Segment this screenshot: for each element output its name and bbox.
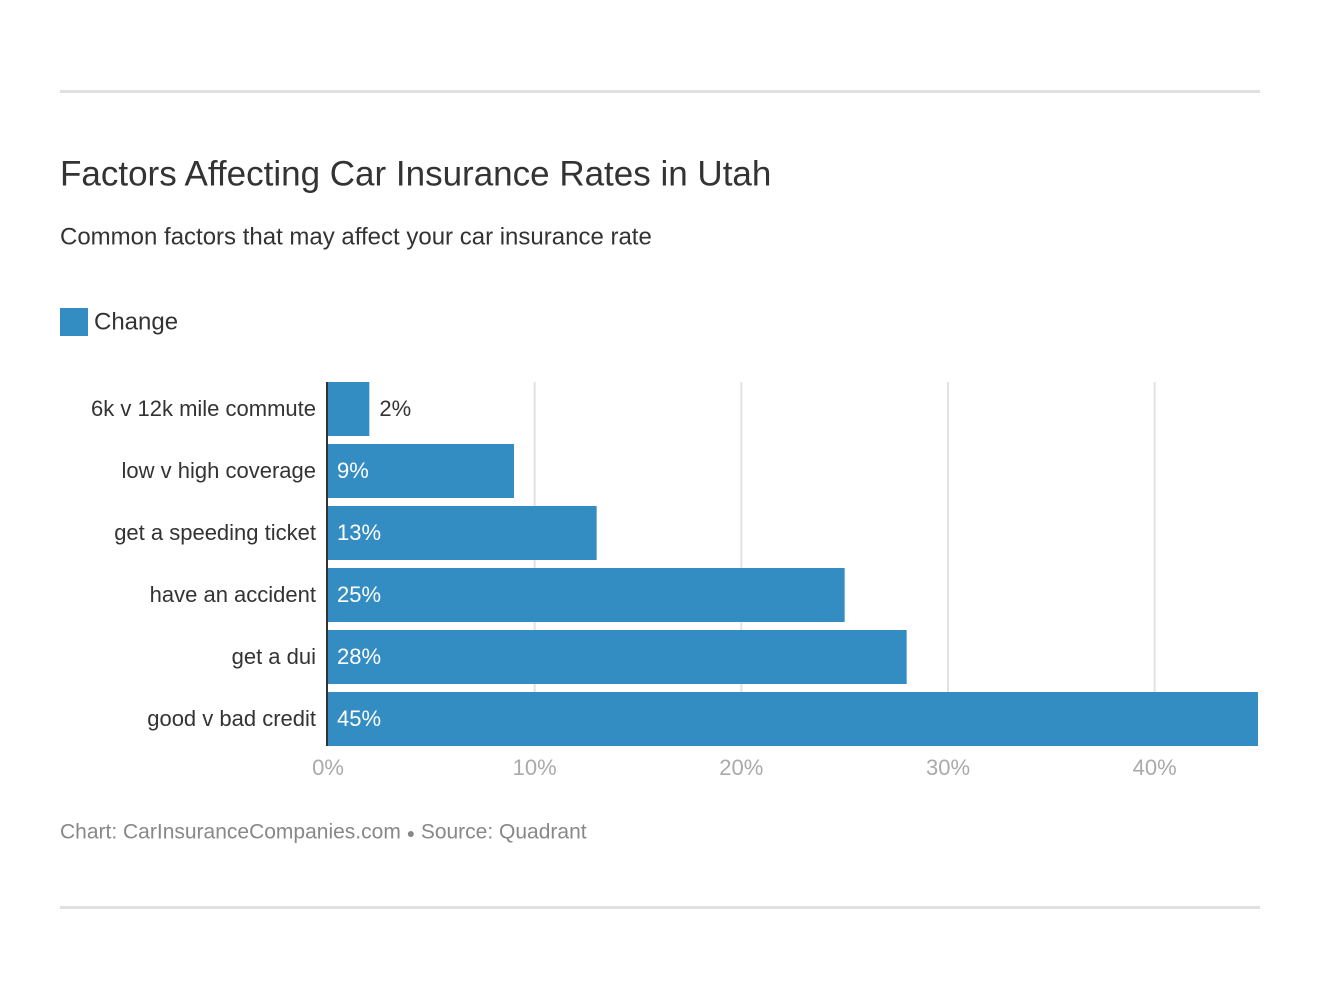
value-label: 25%	[337, 582, 381, 607]
bottom-rule	[60, 906, 1260, 909]
bar	[328, 444, 514, 498]
value-label: 9%	[337, 458, 369, 483]
bar	[328, 568, 845, 622]
chart-title: Factors Affecting Car Insurance Rates in…	[60, 154, 771, 193]
separator	[407, 831, 414, 837]
legend-label: Change	[94, 308, 178, 335]
y-tick-label: low v high coverage	[122, 458, 316, 483]
grid	[533, 382, 1156, 746]
source: Source: Quadrant	[421, 821, 587, 844]
y-tick-label: good v bad credit	[147, 706, 316, 731]
credit: Chart: CarInsuranceCompanies.com	[60, 821, 401, 844]
bar	[328, 506, 597, 560]
bar	[328, 630, 907, 684]
y-tick-label: have an accident	[150, 582, 316, 607]
x-tick-label: 20%	[719, 755, 763, 780]
value-label: 2%	[379, 396, 411, 421]
x-tick-label: 0%	[312, 755, 344, 780]
legend-swatch	[60, 308, 88, 336]
value-label: 45%	[337, 706, 381, 731]
y-tick-label: get a speeding ticket	[114, 520, 316, 545]
value-label: 13%	[337, 520, 381, 545]
x-tick-label: 30%	[926, 755, 970, 780]
bar	[328, 382, 370, 436]
top-rule	[60, 90, 1260, 93]
bar	[328, 692, 1258, 746]
value-label: 28%	[337, 644, 381, 669]
x-tick-label: 10%	[513, 755, 557, 780]
x-tick-label: 40%	[1133, 755, 1177, 780]
bars	[328, 382, 1258, 746]
chart-subtitle: Common factors that may affect your car …	[60, 223, 652, 250]
y-tick-label: 6k v 12k mile commute	[91, 396, 316, 421]
y-tick-label: get a dui	[232, 644, 316, 669]
